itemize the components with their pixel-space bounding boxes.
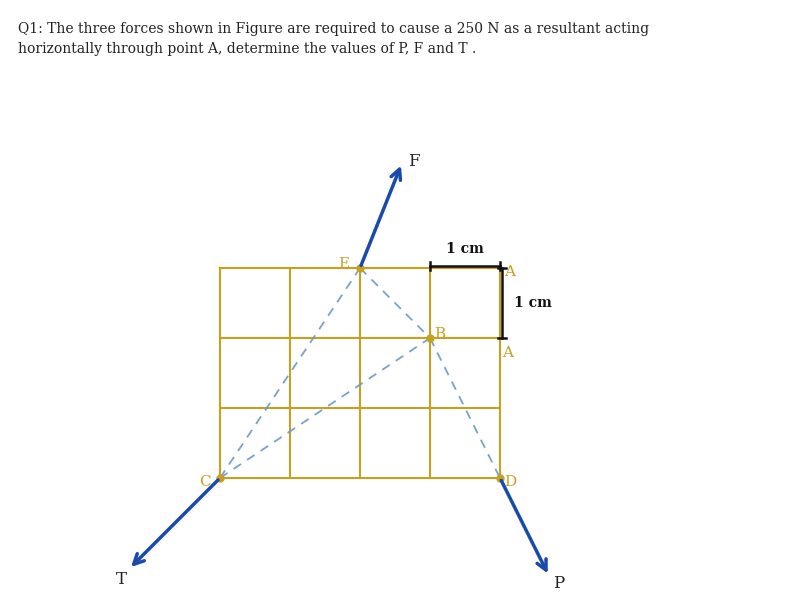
Text: 1 cm: 1 cm: [514, 296, 552, 310]
Text: 1 cm: 1 cm: [446, 242, 484, 256]
Text: A: A: [505, 265, 516, 279]
Text: B: B: [434, 327, 446, 341]
Text: E: E: [338, 257, 349, 271]
Text: A: A: [502, 346, 513, 360]
Text: horizontally through point A, determine the values of P, F and T .: horizontally through point A, determine …: [18, 42, 476, 56]
Text: C: C: [199, 475, 211, 489]
Text: P: P: [553, 576, 564, 593]
Text: F: F: [408, 153, 420, 170]
Text: D: D: [504, 475, 516, 489]
Text: Q1: The three forces shown in Figure are required to cause a 250 N as a resultan: Q1: The three forces shown in Figure are…: [18, 22, 649, 36]
Text: T: T: [115, 570, 126, 587]
